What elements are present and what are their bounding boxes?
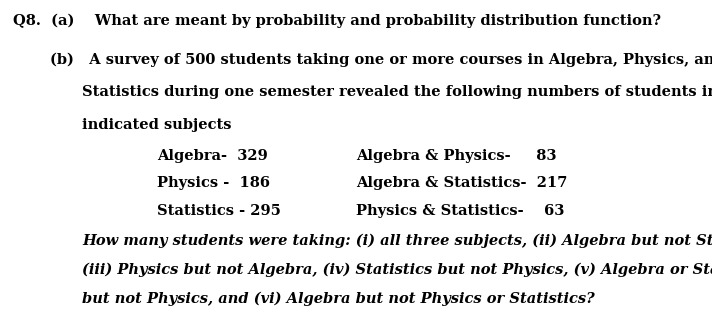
Text: Algebra-  329: Algebra- 329	[157, 148, 268, 163]
Text: (b)   A survey of 500 students taking one or more courses in Algebra, Physics, a: (b) A survey of 500 students taking one …	[50, 53, 712, 67]
Text: Physics -  186: Physics - 186	[157, 176, 270, 190]
Text: Statistics during one semester revealed the following numbers of students in the: Statistics during one semester revealed …	[82, 85, 712, 99]
Text: How many students were taking: (i) all three subjects, (ii) Algebra but not Stat: How many students were taking: (i) all t…	[82, 233, 712, 248]
Text: Algebra & Physics-     83: Algebra & Physics- 83	[356, 148, 557, 163]
Text: Q8.  (a)    What are meant by probability and probability distribution function?: Q8. (a) What are meant by probability an…	[13, 14, 661, 28]
Text: (iii) Physics but not Algebra, (iv) Statistics but not Physics, (v) Algebra or S: (iii) Physics but not Algebra, (iv) Stat…	[82, 262, 712, 277]
Text: Physics & Statistics-    63: Physics & Statistics- 63	[356, 203, 565, 218]
Text: Statistics - 295: Statistics - 295	[157, 203, 281, 218]
Text: Algebra & Statistics-  217: Algebra & Statistics- 217	[356, 176, 567, 190]
Text: indicated subjects: indicated subjects	[82, 118, 231, 132]
Text: but not Physics, and (vi) Algebra but not Physics or Statistics?: but not Physics, and (vi) Algebra but no…	[82, 292, 595, 306]
